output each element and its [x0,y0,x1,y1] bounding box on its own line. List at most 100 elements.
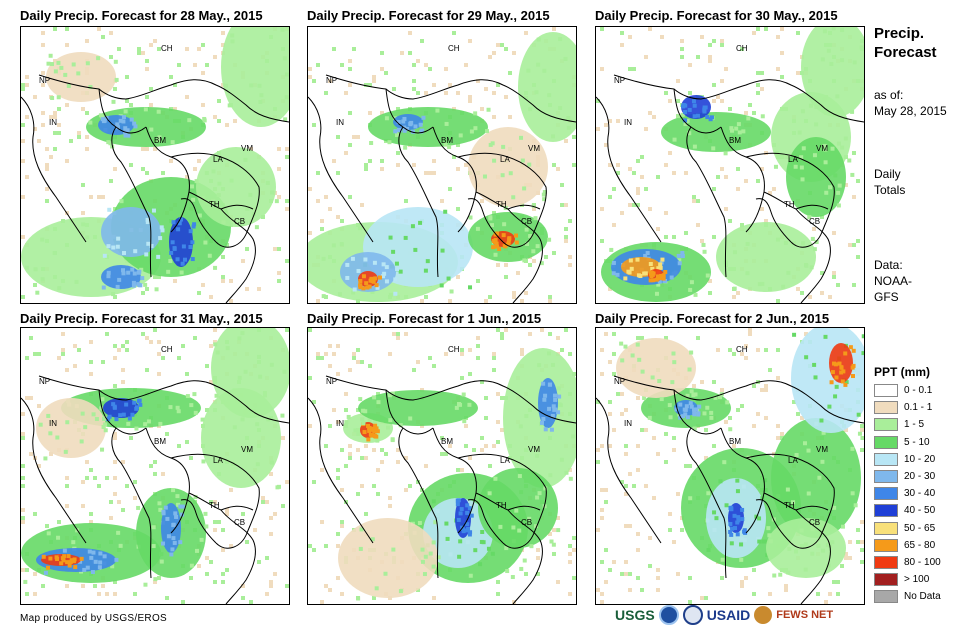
country-label-th: TH [784,501,795,510]
country-borders [308,74,576,303]
country-label-bm: BM [441,136,453,145]
country-label-bm: BM [154,136,166,145]
legend-item: 1 - 5 [874,416,941,433]
precip-field [21,328,289,587]
legend-label: 0.1 - 1 [904,402,933,414]
country-label-vm: VM [241,144,253,153]
country-label-bm: BM [729,136,741,145]
map-credit: Map produced by USGS/EROS [20,613,168,624]
country-borders [308,375,576,604]
precip-field [601,27,864,302]
country-label-la: LA [500,456,510,465]
legend-swatch [874,470,898,484]
legend-item: 20 - 30 [874,468,941,485]
panel-title-2: Daily Precip. Forecast for 29 May., 2015 [307,8,550,23]
legend-item: > 100 [874,571,941,588]
country-label-bm: BM [154,437,166,446]
country-borders [21,74,289,303]
legend-label: 50 - 65 [904,522,936,534]
country-borders [596,74,864,303]
data-source-text: Data: NOAA- GFS [874,258,913,304]
usaid-logo: USAID [706,607,751,623]
country-label-th: TH [496,501,507,510]
legend-label: 40 - 50 [904,505,936,517]
country-label-cb: CB [234,518,245,527]
country-label-in: IN [336,419,344,428]
legend-swatch [874,521,898,535]
panel-title-3: Daily Precip. Forecast for 30 May., 2015 [595,8,838,23]
country-label-la: LA [500,155,510,164]
daily-totals-text: Daily Totals [874,167,906,197]
as-of-text: as of: May 28, 2015 [874,88,947,118]
legend-label: 5 - 10 [904,436,930,448]
legend-swatch [874,590,898,604]
country-label-vm: VM [816,144,828,153]
legend-item: 65 - 80 [874,537,941,554]
country-label-th: TH [209,501,220,510]
legend-item: 80 - 100 [874,554,941,571]
legend-label: 65 - 80 [904,539,936,551]
country-label-ch: CH [448,44,460,53]
panel-title-5: Daily Precip. Forecast for 1 Jun., 2015 [307,311,542,326]
noaa-logo-icon [658,605,679,625]
legend-label: 30 - 40 [904,488,936,500]
country-label-in: IN [49,118,57,127]
country-label-np: NP [326,76,337,85]
country-label-vm: VM [241,445,253,454]
country-label-th: TH [784,200,795,209]
legend-item: 50 - 65 [874,520,941,537]
legend-item: 5 - 10 [874,434,941,451]
country-label-np: NP [614,377,625,386]
country-label-cb: CB [521,217,532,226]
panel-title-1: Daily Precip. Forecast for 28 May., 2015 [20,8,263,23]
usaid-seal-icon [682,605,703,625]
country-label-bm: BM [729,437,741,446]
country-label-la: LA [213,155,223,164]
legend-item: No Data [874,588,941,605]
legend-title: PPT (mm) [874,365,931,379]
legend-label: > 100 [904,574,930,586]
country-label-la: LA [788,155,798,164]
country-borders [596,375,864,604]
legend-swatch [874,555,898,569]
legend-label: 20 - 30 [904,471,936,483]
country-label-in: IN [624,419,632,428]
legend-swatch [874,538,898,552]
panel-title-4: Daily Precip. Forecast for 31 May., 2015 [20,311,263,326]
country-label-cb: CB [809,518,820,527]
legend-item: 30 - 40 [874,485,941,502]
precip-field [308,32,576,302]
country-label-ch: CH [736,44,748,53]
legend-label: No Data [904,591,941,603]
country-label-ch: CH [161,44,173,53]
legend: 0 - 0.1 0.1 - 1 1 - 5 5 - 10 10 - 20 20 - 30 3… [874,382,941,605]
map-panel-6: CH NP IN BM LA VM TH CB [595,327,865,605]
legend-item: 0 - 0.1 [874,382,941,399]
country-label-cb: CB [521,518,532,527]
legend-item: 10 - 20 [874,451,941,468]
legend-swatch [874,401,898,415]
panel-title-6: Daily Precip. Forecast for 2 Jun., 2015 [595,311,830,326]
legend-label: 1 - 5 [904,419,925,431]
country-label-th: TH [496,200,507,209]
legend-swatch [874,418,898,432]
country-label-th: TH [209,200,220,209]
agency-logos: USGS USAID FEWS NET [615,605,833,625]
country-label-np: NP [39,377,50,386]
fewsnet-logo: FEWS NET [776,609,834,621]
map-panel-3: CH NP IN BM LA VM TH CB [595,26,865,304]
legend-label: 80 - 100 [904,556,941,568]
legend-swatch [874,573,898,587]
country-label-np: NP [614,76,625,85]
sidebar-title: Precip. Forecast [874,25,937,61]
legend-swatch [874,504,898,518]
legend-swatch [874,487,898,501]
legend-swatch [874,435,898,449]
precip-field [21,27,289,297]
country-label-np: NP [39,76,50,85]
legend-label: 10 - 20 [904,453,936,465]
country-label-vm: VM [528,144,540,153]
country-label-in: IN [49,419,57,428]
country-label-in: IN [336,118,344,127]
usgs-logo: USGS [615,607,655,623]
